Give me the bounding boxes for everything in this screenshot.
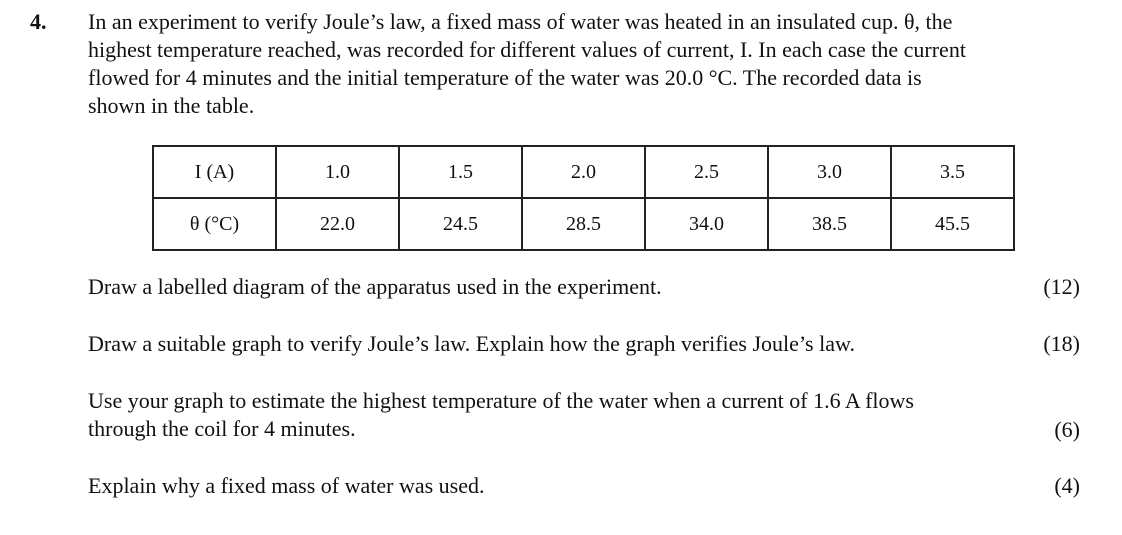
temperature-value: 45.5 [890,197,1015,251]
intro-line: shown in the table. [88,93,255,118]
current-value: 2.0 [521,145,646,199]
current-header: I (A) [152,145,277,199]
question-number: 4. [30,9,47,34]
intro-line: highest temperature reached, was recorde… [88,37,966,62]
table-row-temperature: θ (°C) 22.0 24.5 28.5 34.0 38.5 45.5 [152,197,1015,251]
part-mass-marks: (4) [1054,473,1080,498]
part-diagram-text: Draw a labelled diagram of the apparatus… [88,274,662,299]
part-estimate-line: through the coil for 4 minutes. [88,416,356,441]
part-estimate-line: Use your graph to estimate the highest t… [88,388,914,413]
part-graph-marks: (18) [1043,331,1080,356]
temperature-value: 38.5 [767,197,892,251]
part-estimate-marks: (6) [1054,417,1080,442]
data-table: I (A) 1.0 1.5 2.0 2.5 3.0 3.5 θ (°C) 22.… [152,145,1015,251]
current-value: 3.5 [890,145,1015,199]
table-row-current: I (A) 1.0 1.5 2.0 2.5 3.0 3.5 [152,145,1015,199]
part-graph-text: Draw a suitable graph to verify Joule’s … [88,331,855,356]
current-value: 1.0 [275,145,400,199]
intro-line: In an experiment to verify Joule’s law, … [88,9,953,34]
current-value: 1.5 [398,145,523,199]
intro-line: flowed for 4 minutes and the initial tem… [88,65,922,90]
part-estimate-text: Use your graph to estimate the highest t… [88,387,1028,443]
part-diagram-marks: (12) [1043,274,1080,299]
temperature-header: θ (°C) [152,197,277,251]
temperature-value: 22.0 [275,197,400,251]
temperature-value: 34.0 [644,197,769,251]
current-value: 3.0 [767,145,892,199]
current-value: 2.5 [644,145,769,199]
question-intro: In an experiment to verify Joule’s law, … [88,8,1088,120]
temperature-value: 28.5 [521,197,646,251]
temperature-value: 24.5 [398,197,523,251]
part-mass-text: Explain why a fixed mass of water was us… [88,473,485,498]
